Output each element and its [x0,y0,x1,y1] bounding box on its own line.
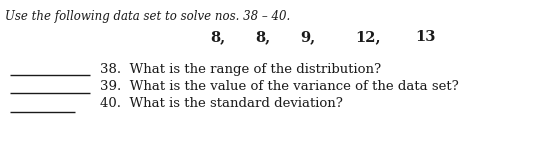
Text: 13: 13 [415,30,436,44]
Text: 8,: 8, [255,30,270,44]
Text: 40.  What is the standard deviation?: 40. What is the standard deviation? [100,97,343,110]
Text: Use the following data set to solve nos. 38 – 40.: Use the following data set to solve nos.… [5,10,291,23]
Text: 12,: 12, [355,30,380,44]
Text: 9,: 9, [300,30,315,44]
Text: 39.  What is the value of the variance of the data set?: 39. What is the value of the variance of… [100,80,459,93]
Text: 38.  What is the range of the distribution?: 38. What is the range of the distributio… [100,63,381,76]
Text: 8,: 8, [210,30,225,44]
